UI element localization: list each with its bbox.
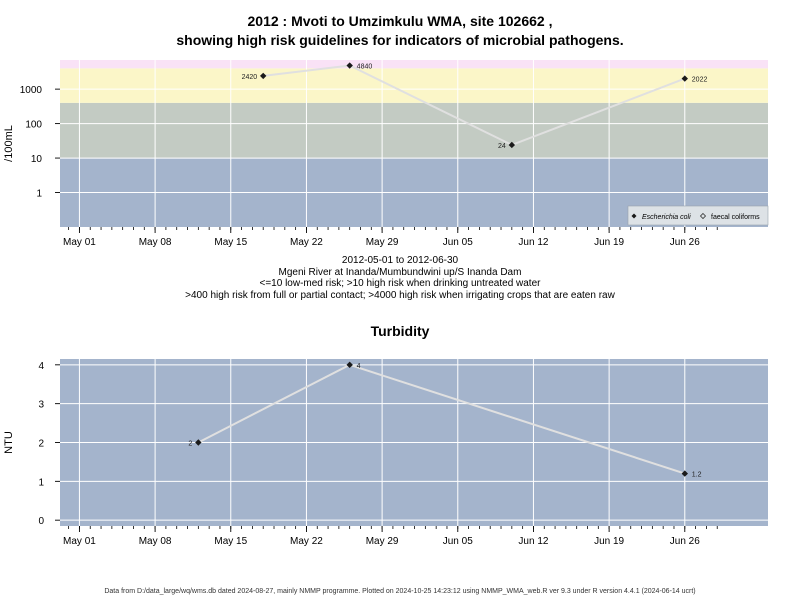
data-point (681, 470, 688, 477)
x-tick-label: May 22 (290, 536, 323, 547)
risk-band-medium (60, 102, 768, 159)
legend-marker-ecoli (631, 213, 637, 219)
subtitle-guideline-contact: >400 high risk from full or partial cont… (185, 289, 615, 301)
legend-marker-faecal (699, 212, 707, 220)
data-label: 2 (188, 441, 192, 448)
chart-title-line2: showing high risk guidelines for indicat… (176, 32, 624, 48)
x-tick-label: Jun 26 (670, 536, 700, 547)
x-tick-label: Jun 05 (443, 237, 473, 248)
chart-title-line1: 2012 : Mvoti to Umzimkulu WMA, site 1026… (247, 13, 553, 29)
microbial-panel: 1 10 100 1000 May 01 May 08 May 15 May 22 May 29… (3, 60, 769, 248)
data-point (508, 141, 516, 149)
risk-band-very-high (60, 60, 768, 69)
x-tick-label: May 01 (63, 237, 96, 248)
data-point (346, 361, 353, 369)
turbidity-panel: 0 1 2 3 4 May 01 May 08 May 15 May 22 May 29 Jun 0… (3, 359, 768, 547)
legend: Escherichia coli faecal coliforms (627, 205, 769, 226)
x-tick-label: Jun 19 (594, 536, 624, 547)
chart-subtitle: 2012-05-01 to 2012-06-30 Mgeni River at … (0, 255, 800, 301)
x-tick-label: Jun 12 (518, 237, 548, 248)
y-tick-label: 1000 (20, 85, 43, 96)
legend-label-ecoli: Escherichia coli (642, 214, 691, 221)
x-tick-label: May 08 (139, 536, 172, 547)
x-tick-label: Jun 26 (670, 237, 700, 248)
x-tick-label: May 15 (214, 536, 247, 547)
x-tick-label: Jun 12 (518, 536, 548, 547)
data-point (260, 72, 267, 80)
x-tick-label: May 22 (290, 237, 323, 248)
y-tick-label: 1 (38, 477, 44, 488)
data-point (195, 439, 202, 446)
data-label: 1.2 (692, 472, 702, 479)
y-tick-label: 2 (38, 439, 44, 450)
data-label: 4840 (357, 64, 373, 71)
chart-title: 2012 : Mvoti to Umzimkulu WMA, site 1026… (0, 12, 800, 50)
footnote: Data from D:/data_large/wq/wms.db dated … (104, 588, 696, 595)
data-point (346, 62, 353, 69)
data-label: 4 (357, 363, 361, 370)
series-line (263, 64, 686, 147)
legend-label-faecal: faecal coliforms (711, 214, 760, 221)
y-tick-label: 1 (36, 189, 42, 200)
y-tick-label: 3 (38, 400, 44, 411)
subtitle-guideline-drinking: <=10 low-med risk; >10 high risk when dr… (259, 278, 541, 289)
x-tick-label: May 08 (139, 237, 172, 248)
subtitle-date-range: 2012-05-01 to 2012-06-30 (341, 255, 459, 266)
y-tick-label: 10 (31, 154, 43, 165)
data-label: 2420 (242, 74, 258, 81)
y-axis-label: /100mL (3, 125, 15, 162)
x-tick-label: Jun 19 (594, 237, 624, 248)
y-tick-label: 4 (38, 361, 44, 372)
data-label: 24 (498, 143, 506, 150)
y-axis-label: NTU (3, 431, 15, 454)
x-tick-label: May 01 (63, 536, 96, 547)
legend-box (627, 205, 769, 226)
x-tick-label: May 29 (366, 237, 399, 248)
x-tick-label: Jun 05 (443, 536, 473, 547)
x-tick-label: May 15 (214, 237, 247, 248)
y-tick-label: 0 (38, 516, 44, 527)
y-tick-label: 100 (25, 120, 42, 131)
subtitle-site: Mgeni River at Inanda/Mumbundwini up/S I… (278, 266, 522, 278)
x-tick-label: May 29 (366, 536, 399, 547)
turbidity-title: Turbidity (370, 323, 430, 339)
data-point (681, 75, 688, 82)
data-label: 2022 (692, 77, 708, 84)
